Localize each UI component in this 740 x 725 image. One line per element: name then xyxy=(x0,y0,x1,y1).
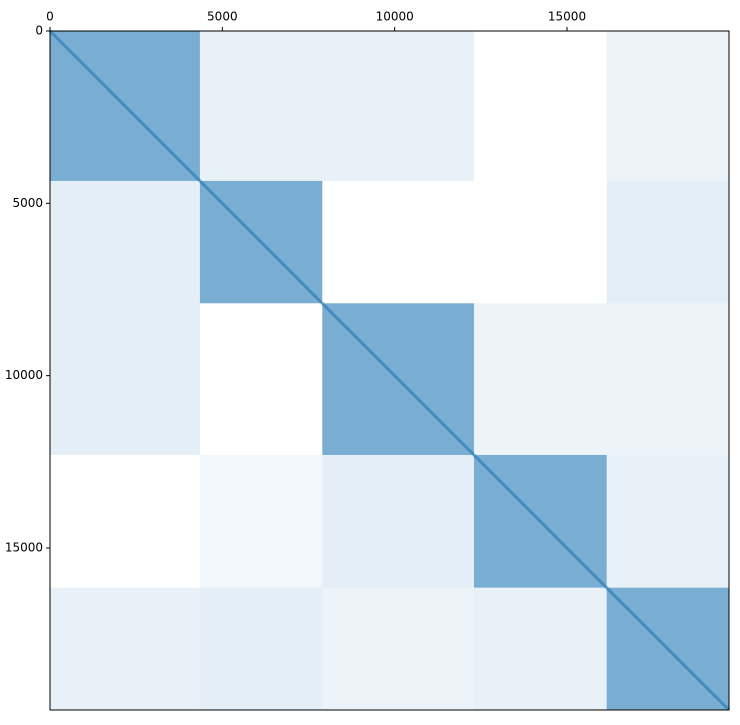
block xyxy=(50,455,200,588)
block xyxy=(606,180,729,304)
block xyxy=(50,180,200,304)
x-tick-label: 15000 xyxy=(548,10,586,24)
diagonal-band xyxy=(198,179,324,305)
block xyxy=(50,303,200,455)
y-tick-label: 5000 xyxy=(12,196,43,210)
block xyxy=(474,31,607,181)
block xyxy=(199,31,323,181)
block xyxy=(322,31,474,181)
block xyxy=(473,303,607,455)
block xyxy=(199,454,323,588)
x-tick-label: 10000 xyxy=(376,10,414,24)
block xyxy=(322,181,474,303)
block xyxy=(199,587,323,710)
x-tick-label: 0 xyxy=(46,10,54,24)
block xyxy=(322,454,474,588)
block xyxy=(322,587,474,710)
diagonal-band xyxy=(605,586,731,712)
block xyxy=(606,454,729,588)
block xyxy=(50,587,200,710)
block xyxy=(200,303,322,455)
block xyxy=(606,31,729,181)
y-tick-label: 0 xyxy=(35,24,43,38)
diagonal-band xyxy=(472,453,608,589)
plot-frame xyxy=(49,30,730,711)
block xyxy=(606,303,729,455)
x-tick-label: 5000 xyxy=(207,10,238,24)
diagonal-band xyxy=(48,29,201,182)
y-tick-label: 15000 xyxy=(5,541,43,555)
block xyxy=(474,181,607,303)
block xyxy=(473,587,607,710)
y-tick-label: 10000 xyxy=(5,368,43,382)
diagonal-band xyxy=(321,302,476,457)
